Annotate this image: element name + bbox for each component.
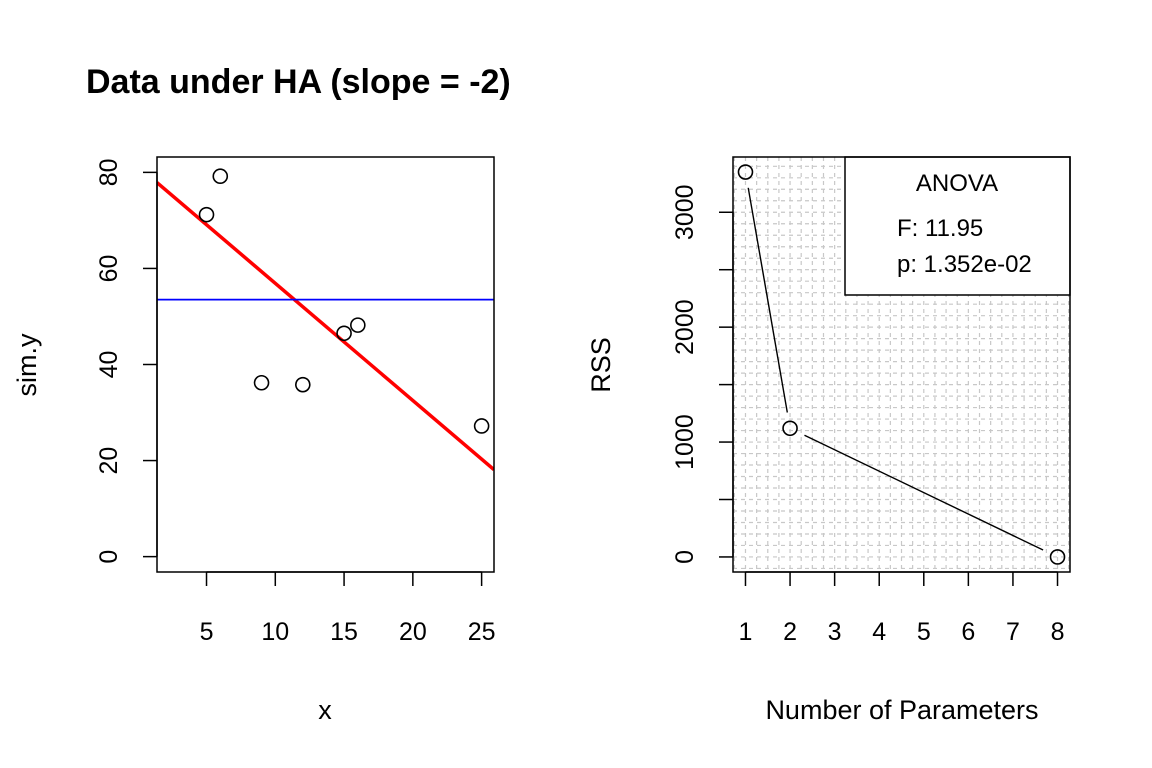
x-tick-label: 20 — [399, 618, 427, 646]
series-segment — [804, 434, 1044, 551]
data-point — [473, 418, 490, 434]
x-axis: 5 10 15 20 25 — [200, 571, 496, 646]
data-point — [782, 420, 798, 437]
data-point — [350, 317, 366, 333]
x-tick-label: 6 — [961, 618, 975, 646]
y-axis-label: RSS — [586, 337, 616, 393]
legend-p-value: p: 1.352e-02 — [897, 251, 1032, 278]
legend: ANOVA F: 11.95 p: 1.352e-02 — [897, 170, 1032, 278]
x-tick-label: 7 — [1006, 618, 1020, 646]
chart-title: Data under HA (slope = -2) — [86, 63, 511, 101]
rss-series — [737, 164, 1066, 565]
x-tick-label: 1 — [739, 618, 753, 646]
x-axis-label: Number of Parameters — [765, 695, 1038, 725]
plot-frame — [156, 156, 495, 573]
y-tick-label: 0 — [95, 550, 123, 564]
x-tick-label: 25 — [468, 618, 496, 646]
y-tick-label: 3000 — [671, 184, 699, 240]
data-point — [1049, 549, 1066, 565]
legend-f-stat: F: 11.95 — [897, 215, 983, 242]
data-point — [295, 376, 311, 393]
x-tick-label: 4 — [872, 618, 886, 646]
rss-panel: ANOVA F: 11.95 p: 1.352e-02 1 2 3 4 5 6 7 8 0 10… — [586, 156, 1071, 725]
scatter-points — [198, 168, 490, 434]
y-axis-label: sim.y — [12, 333, 42, 396]
legend-box — [844, 156, 1071, 296]
y-tick-label: 20 — [95, 447, 123, 475]
x-tick-label: 15 — [330, 618, 358, 646]
scatter-panel: Data under HA (slope = -2) 5 10 15 20 25 0 20… — [12, 63, 511, 725]
y-axis: 0 1000 2000 3000 — [671, 184, 734, 564]
y-tick-label: 0 — [671, 550, 699, 564]
x-tick-label: 8 — [1051, 618, 1065, 646]
x-tick-label: 3 — [828, 618, 842, 646]
x-tick-label: 10 — [261, 618, 289, 646]
y-tick-label: 80 — [95, 158, 123, 186]
series-segment — [747, 187, 789, 413]
y-tick-label: 2000 — [671, 299, 699, 355]
y-tick-label: 1000 — [671, 414, 699, 470]
fit-lines — [157, 181, 494, 472]
x-tick-label: 5 — [917, 618, 931, 646]
legend-title: ANOVA — [916, 170, 998, 197]
data-point — [212, 168, 229, 185]
x-tick-label: 5 — [200, 618, 214, 646]
y-tick-label: 40 — [95, 351, 123, 379]
y-axis: 0 20 40 60 80 — [95, 158, 158, 564]
regression-line — [157, 181, 494, 472]
data-point — [253, 374, 270, 391]
y-tick-label: 60 — [95, 255, 123, 283]
grid-lines — [733, 157, 1070, 572]
data-point — [737, 164, 754, 180]
data-point — [336, 325, 352, 342]
x-axis-label: x — [318, 695, 332, 725]
data-point — [198, 206, 215, 223]
x-tick-label: 2 — [783, 618, 797, 646]
x-axis: 1 2 3 4 5 6 7 8 — [739, 571, 1065, 646]
